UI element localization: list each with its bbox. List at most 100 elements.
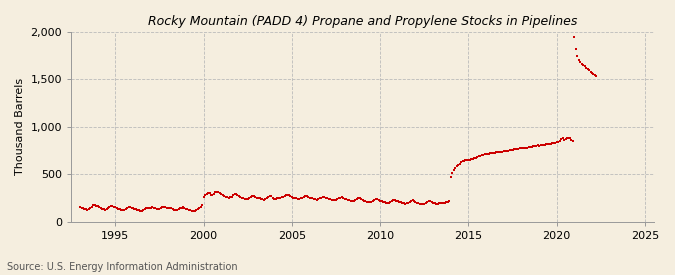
Point <box>506 148 516 152</box>
Point <box>513 147 524 151</box>
Point <box>302 195 313 199</box>
Point <box>105 204 116 208</box>
Point <box>207 193 218 197</box>
Point <box>373 198 384 202</box>
Point <box>103 206 113 210</box>
Point <box>463 158 474 163</box>
Point <box>89 203 100 207</box>
Point <box>270 197 281 201</box>
Point <box>120 207 131 211</box>
Point <box>92 204 103 208</box>
Point <box>547 141 558 146</box>
Point <box>356 197 367 201</box>
Point <box>398 201 409 205</box>
Point <box>294 197 304 201</box>
Point <box>128 206 138 211</box>
Point <box>401 201 412 205</box>
Point <box>139 207 150 211</box>
Point <box>426 200 437 204</box>
Point <box>80 207 91 211</box>
Point <box>389 198 400 202</box>
Point <box>269 197 279 201</box>
Point <box>433 201 444 205</box>
Point <box>388 198 399 202</box>
Title: Rocky Mountain (PADD 4) Propane and Propylene Stocks in Pipelines: Rocky Mountain (PADD 4) Propane and Prop… <box>148 15 577 28</box>
Point <box>298 195 309 199</box>
Point <box>244 196 254 200</box>
Point <box>286 195 297 199</box>
Y-axis label: Thousand Barrels: Thousand Barrels <box>15 78 25 175</box>
Point <box>350 198 360 202</box>
Point <box>148 205 159 210</box>
Point <box>104 205 115 210</box>
Point <box>327 198 338 202</box>
Point <box>101 207 112 211</box>
Point <box>544 142 555 146</box>
Point <box>375 199 385 203</box>
Point <box>503 148 514 153</box>
Point <box>290 196 300 200</box>
Point <box>482 152 493 156</box>
Point <box>439 200 450 205</box>
Point <box>176 205 187 210</box>
Point <box>425 199 435 203</box>
Point <box>226 194 237 199</box>
Point <box>578 63 589 67</box>
Point <box>195 204 206 209</box>
Point <box>247 194 258 198</box>
Point <box>488 151 499 155</box>
Point <box>260 197 271 201</box>
Point <box>342 197 353 202</box>
Point <box>326 197 337 202</box>
Point <box>220 195 231 199</box>
Point <box>132 208 143 212</box>
Point <box>79 207 90 211</box>
Point <box>229 192 240 197</box>
Point <box>125 205 136 209</box>
Point <box>252 196 263 200</box>
Point <box>313 197 324 201</box>
Point <box>570 47 581 51</box>
Point <box>548 141 559 145</box>
Point <box>209 192 219 196</box>
Point <box>150 206 161 210</box>
Point <box>231 192 242 196</box>
Point <box>179 206 190 210</box>
Point <box>188 209 198 213</box>
Point <box>458 158 469 163</box>
Point <box>504 148 515 153</box>
Point <box>78 205 88 210</box>
Point <box>416 202 427 206</box>
Point <box>169 207 180 212</box>
Point <box>404 199 415 204</box>
Point <box>383 200 394 205</box>
Point <box>248 193 259 198</box>
Point <box>157 205 168 210</box>
Point <box>417 202 428 206</box>
Point <box>360 199 371 203</box>
Point <box>266 194 277 199</box>
Point <box>341 197 352 202</box>
Point <box>292 197 303 201</box>
Point <box>554 138 565 143</box>
Point <box>110 205 121 210</box>
Point <box>223 196 234 200</box>
Point <box>332 197 343 202</box>
Point <box>322 196 333 200</box>
Point <box>116 208 127 212</box>
Point <box>357 198 368 202</box>
Point <box>288 195 299 200</box>
Point <box>369 198 379 203</box>
Point <box>146 205 157 210</box>
Text: Source: U.S. Energy Information Administration: Source: U.S. Energy Information Administ… <box>7 262 238 272</box>
Point <box>363 200 374 204</box>
Point <box>191 208 202 212</box>
Point <box>159 205 169 209</box>
Point <box>319 194 329 199</box>
Point <box>403 200 414 205</box>
Point <box>186 209 197 213</box>
Point <box>184 207 194 212</box>
Point <box>202 191 213 195</box>
Point <box>160 205 171 209</box>
Point <box>259 197 269 202</box>
